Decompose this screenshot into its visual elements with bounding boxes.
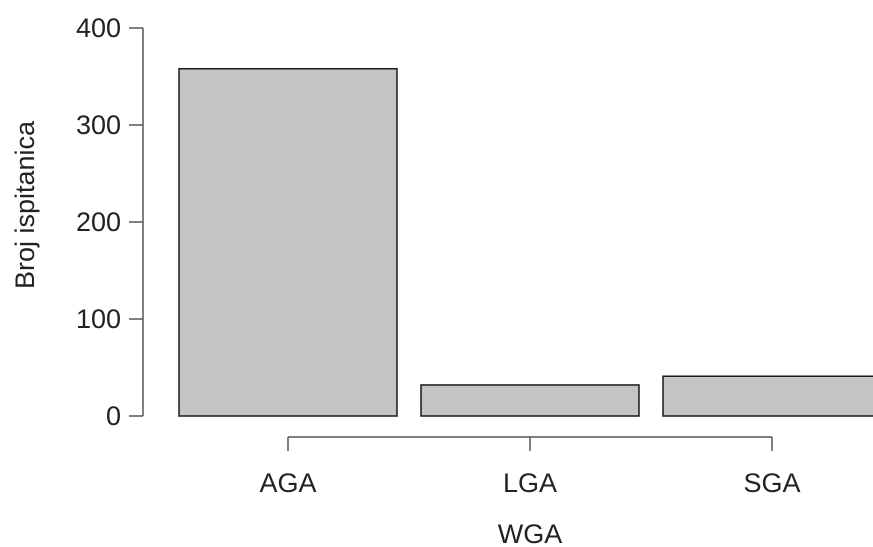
bars-group: [178, 67, 873, 417]
y-tick-label: 100: [76, 304, 121, 334]
y-axis-title: Broj ispitanica: [10, 120, 40, 289]
bar-aga: [178, 67, 398, 417]
y-tick-label: 300: [76, 110, 121, 140]
x-tick-label: AGA: [259, 468, 316, 498]
x-tick-label: LGA: [503, 468, 557, 498]
x-axis: AGA LGA SGA: [259, 436, 801, 498]
bar-sga: [662, 375, 873, 417]
bar-lga: [420, 384, 640, 417]
x-axis-title: WGA: [498, 519, 563, 547]
x-tick-label: SGA: [743, 468, 800, 498]
y-tick-label: 400: [76, 13, 121, 43]
y-axis: 0 100 200 300 400: [76, 13, 144, 431]
y-tick-label: 0: [106, 401, 121, 431]
y-tick-label: 200: [76, 207, 121, 237]
